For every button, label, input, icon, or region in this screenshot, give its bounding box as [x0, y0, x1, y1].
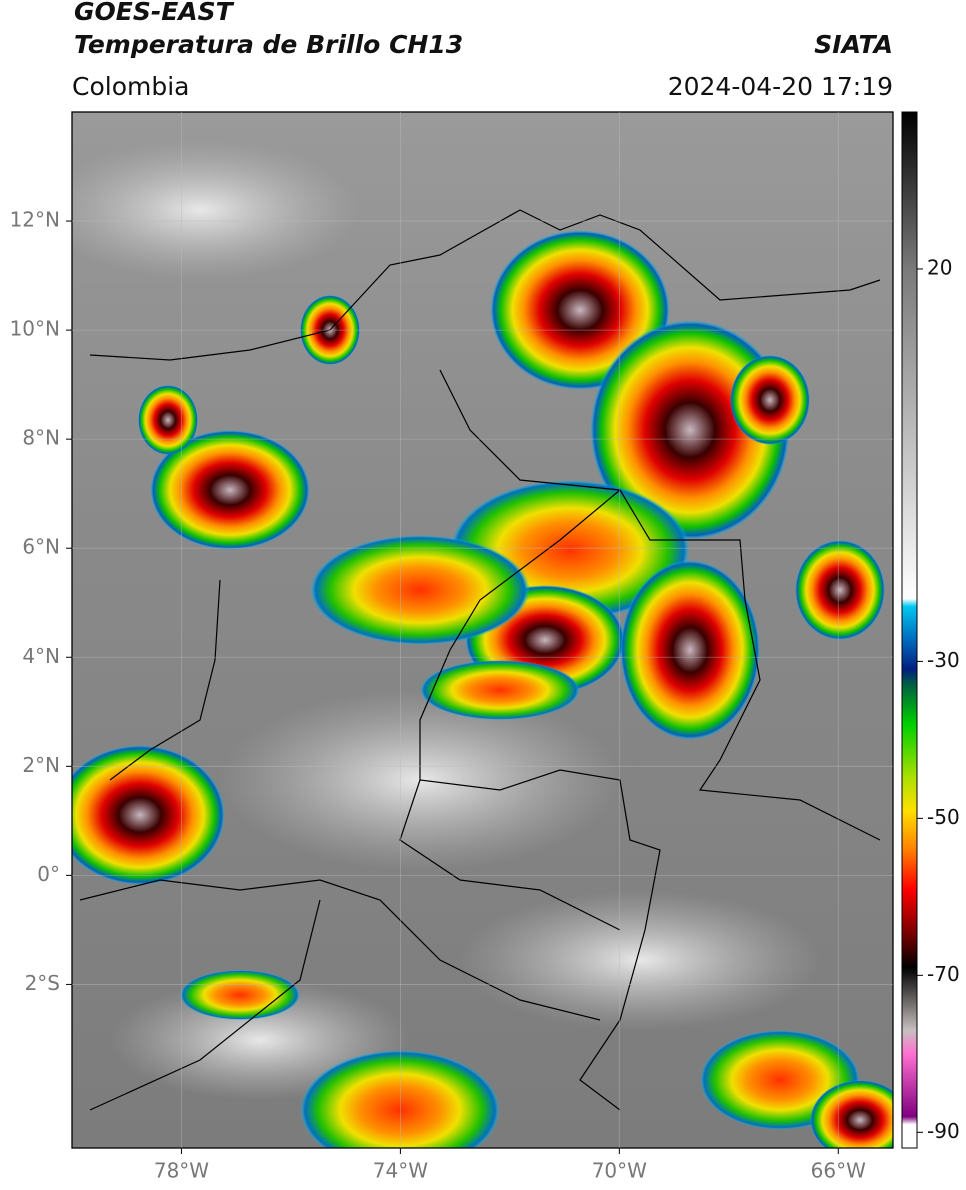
y-tick-label: 12°N — [10, 208, 60, 232]
x-tick-label: 70°W — [592, 1159, 647, 1183]
colorbar — [901, 111, 918, 1149]
datetime: 2024-04-20 17:19 — [668, 72, 893, 101]
storm-cell — [150, 430, 310, 550]
storm-cell — [138, 385, 198, 455]
storm-cell — [810, 1080, 893, 1148]
x-tick-label: 74°W — [373, 1159, 428, 1183]
borders — [79, 209, 881, 1111]
map-frame — [71, 111, 894, 1149]
y-tick-label: 0° — [37, 862, 60, 886]
region: Colombia — [72, 72, 189, 101]
cloud — [72, 140, 360, 280]
y-tick-label: 8°N — [22, 426, 60, 450]
source: SIATA — [814, 30, 893, 59]
storm-cell — [730, 355, 810, 445]
x-tick-label: 78°W — [154, 1159, 209, 1183]
storm-cell — [795, 540, 885, 640]
x-tick-label: 66°W — [811, 1159, 866, 1183]
colorbar-tick-label: 20 — [927, 255, 952, 279]
y-tick-label: 4°N — [22, 644, 60, 668]
colorbar-tick-label: -70 — [927, 962, 960, 986]
y-tick-label: 2°N — [22, 753, 60, 777]
storm-cell — [420, 660, 580, 720]
colorbar-tick-label: -50 — [927, 805, 960, 829]
y-tick-label: 10°N — [10, 317, 60, 341]
subtitle: Temperatura de Brillo CH13 — [74, 30, 463, 59]
cloud — [460, 890, 820, 1030]
title: GOES-EAST — [74, 0, 235, 26]
storm-cell — [310, 535, 530, 645]
y-tick-label: 6°N — [22, 535, 60, 559]
satellite-image — [72, 112, 893, 1148]
colorbar-tick-label: -30 — [927, 648, 960, 672]
colorbar-tick-label: -90 — [927, 1119, 960, 1143]
storm-cell — [620, 560, 760, 740]
storm-cell — [180, 970, 300, 1020]
y-tick-label: 2°S — [25, 971, 60, 995]
